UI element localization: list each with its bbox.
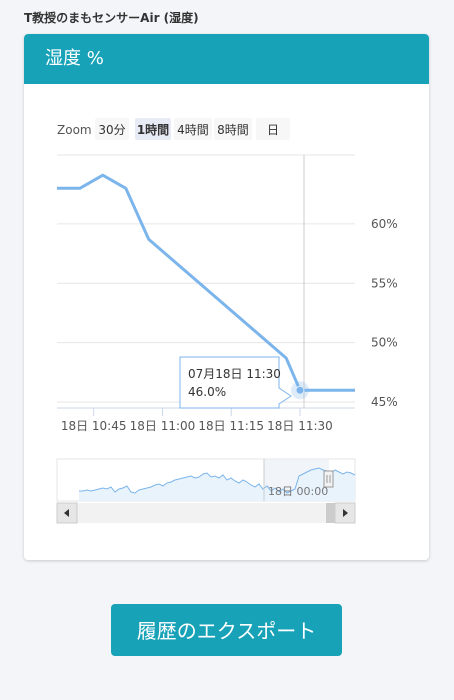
zoom-button[interactable]: 30分: [95, 118, 129, 140]
zoom-button[interactable]: 4時間: [174, 118, 212, 140]
navigator-label: 18日 00:00: [268, 485, 328, 498]
x-tick-label: 18日 10:45: [61, 419, 127, 433]
zoom-button-bg[interactable]: [256, 118, 290, 140]
tooltip-box: [179, 356, 292, 409]
navigator[interactable]: 18日 00:00: [56, 458, 356, 502]
zoom-label: Zoom: [57, 123, 92, 137]
x-tick-label: 18日 11:15: [198, 419, 264, 433]
navigator-series: [79, 467, 356, 494]
y-tick-label: 45%: [371, 395, 398, 409]
tooltip-value: 46.0%: [188, 385, 226, 399]
zoom-button[interactable]: 日: [256, 118, 290, 140]
card-title: 湿度 %: [24, 34, 429, 84]
y-tick-label: 50%: [371, 336, 398, 350]
zoom-button-label[interactable]: 1時間: [137, 122, 169, 137]
zoom-button-bg[interactable]: [214, 118, 252, 140]
tooltip-date: 07月18日 11:30: [188, 367, 281, 381]
y-tick-label: 60%: [371, 217, 398, 231]
zoom-button-label[interactable]: 30分: [98, 123, 125, 137]
navigator-area: [79, 468, 355, 501]
x-tick-label: 18日 11:00: [130, 419, 196, 433]
humidity-series-line[interactable]: [57, 173, 355, 392]
zoom-button-bg[interactable]: [135, 118, 171, 140]
chevron-left-icon: [64, 509, 69, 517]
scrollbar[interactable]: [56, 502, 356, 524]
zoom-button-bg[interactable]: [95, 118, 129, 140]
data-point-halo: [291, 381, 309, 400]
chevron-right-icon: [343, 509, 348, 517]
navigator-handle[interactable]: [323, 470, 334, 488]
zoom-button[interactable]: 8時間: [214, 118, 252, 140]
y-tick-label: 55%: [371, 276, 398, 290]
tooltip: 07月18日 11:30 46.0%: [179, 356, 292, 409]
zoom-button-label[interactable]: 日: [267, 123, 279, 137]
zoom-button-label[interactable]: 4時間: [177, 123, 209, 137]
zoom-button-label[interactable]: 8時間: [217, 123, 249, 137]
x-tick-label: 18日 11:30: [267, 419, 333, 433]
data-point[interactable]: [295, 385, 305, 395]
scrollbar-track[interactable]: [57, 503, 355, 523]
export-history-button[interactable]: 履歴のエクスポート: [111, 604, 342, 656]
scrollbar-thumb[interactable]: [326, 503, 335, 523]
page-title: T教授のまもセンサーAir (湿度): [24, 11, 199, 25]
zoom-button[interactable]: 1時間: [135, 118, 171, 140]
zoom-button-bg[interactable]: [174, 118, 212, 140]
